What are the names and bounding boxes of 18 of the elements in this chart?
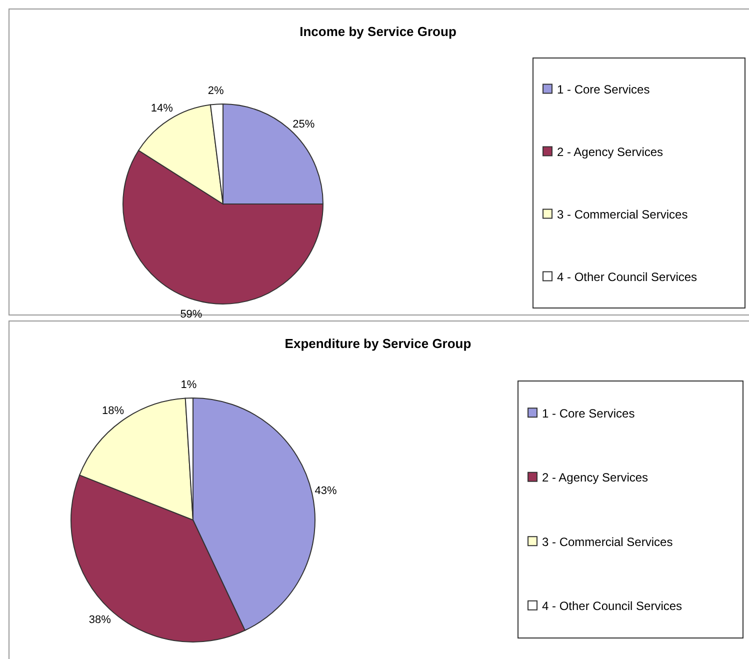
data-label: 38% bbox=[88, 614, 112, 626]
legend-label: 1 - Core Services bbox=[542, 406, 635, 420]
chart-title: Expenditure by Service Group bbox=[284, 336, 472, 351]
data-label: 59% bbox=[180, 308, 202, 320]
data-label: 43% bbox=[314, 485, 337, 498]
data-label: 14% bbox=[150, 102, 174, 115]
legend-label: 4 - Other Council Services bbox=[542, 599, 682, 614]
data-label: 2% bbox=[208, 85, 224, 98]
legend-label: 4 - Other Council Services bbox=[557, 270, 698, 284]
data-label: 1% bbox=[180, 378, 197, 391]
legend-label: 3 - Commercial Services bbox=[557, 207, 688, 222]
chart-title: Income by Service Group bbox=[300, 24, 456, 39]
legend-label: 2 - Agency Services bbox=[542, 470, 648, 485]
data-label: 18% bbox=[102, 404, 124, 417]
data-label: 25% bbox=[292, 118, 315, 130]
legend-label: 2 - Agency Services bbox=[557, 144, 664, 159]
legend-label: 3 - Commercial Services bbox=[542, 534, 673, 549]
legend-label: 1 - Core Services bbox=[557, 82, 650, 96]
